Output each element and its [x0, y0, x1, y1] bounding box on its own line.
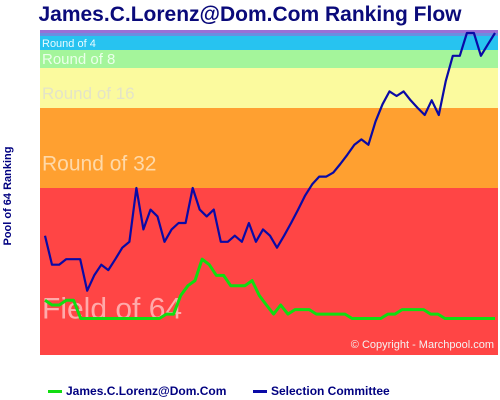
series-lines: [43, 31, 496, 320]
legend-swatch-green: [48, 390, 62, 394]
legend-label-committee: Selection Committee: [271, 384, 390, 398]
series-line-1: [43, 31, 496, 292]
zone-label-6: Field of 64: [42, 292, 182, 325]
zone-label-3: Round of 8: [42, 51, 115, 68]
ranking-zones: [40, 30, 498, 355]
zone-band-0: [40, 30, 498, 33]
zone-band-5: [40, 108, 498, 188]
zone-band-3: [40, 50, 498, 68]
zone-label-4: Round of 16: [42, 84, 135, 103]
legend-swatch-blue: [253, 390, 267, 394]
copyright-note: © Copyright - Marchpool.com: [351, 339, 494, 351]
zone-band-1: [40, 33, 498, 36]
zone-band-6: [40, 188, 498, 355]
legend-label-james: James.C.Lorenz@Dom.Com: [66, 384, 227, 398]
series-line-0: [44, 257, 495, 320]
zone-band-2: [40, 36, 498, 50]
y-axis-label: Pool of 64 Ranking: [2, 146, 14, 246]
zone-label-5: Round of 32: [42, 152, 156, 175]
zone-label-2: Round of 4: [42, 38, 96, 50]
legend-item-committee: Selection Committee: [253, 384, 390, 398]
zone-band-4: [40, 68, 498, 108]
chart-title: James.C.Lorenz@Dom.Com Ranking Flow: [38, 3, 462, 26]
legend-item-james: James.C.Lorenz@Dom.Com: [48, 384, 226, 398]
